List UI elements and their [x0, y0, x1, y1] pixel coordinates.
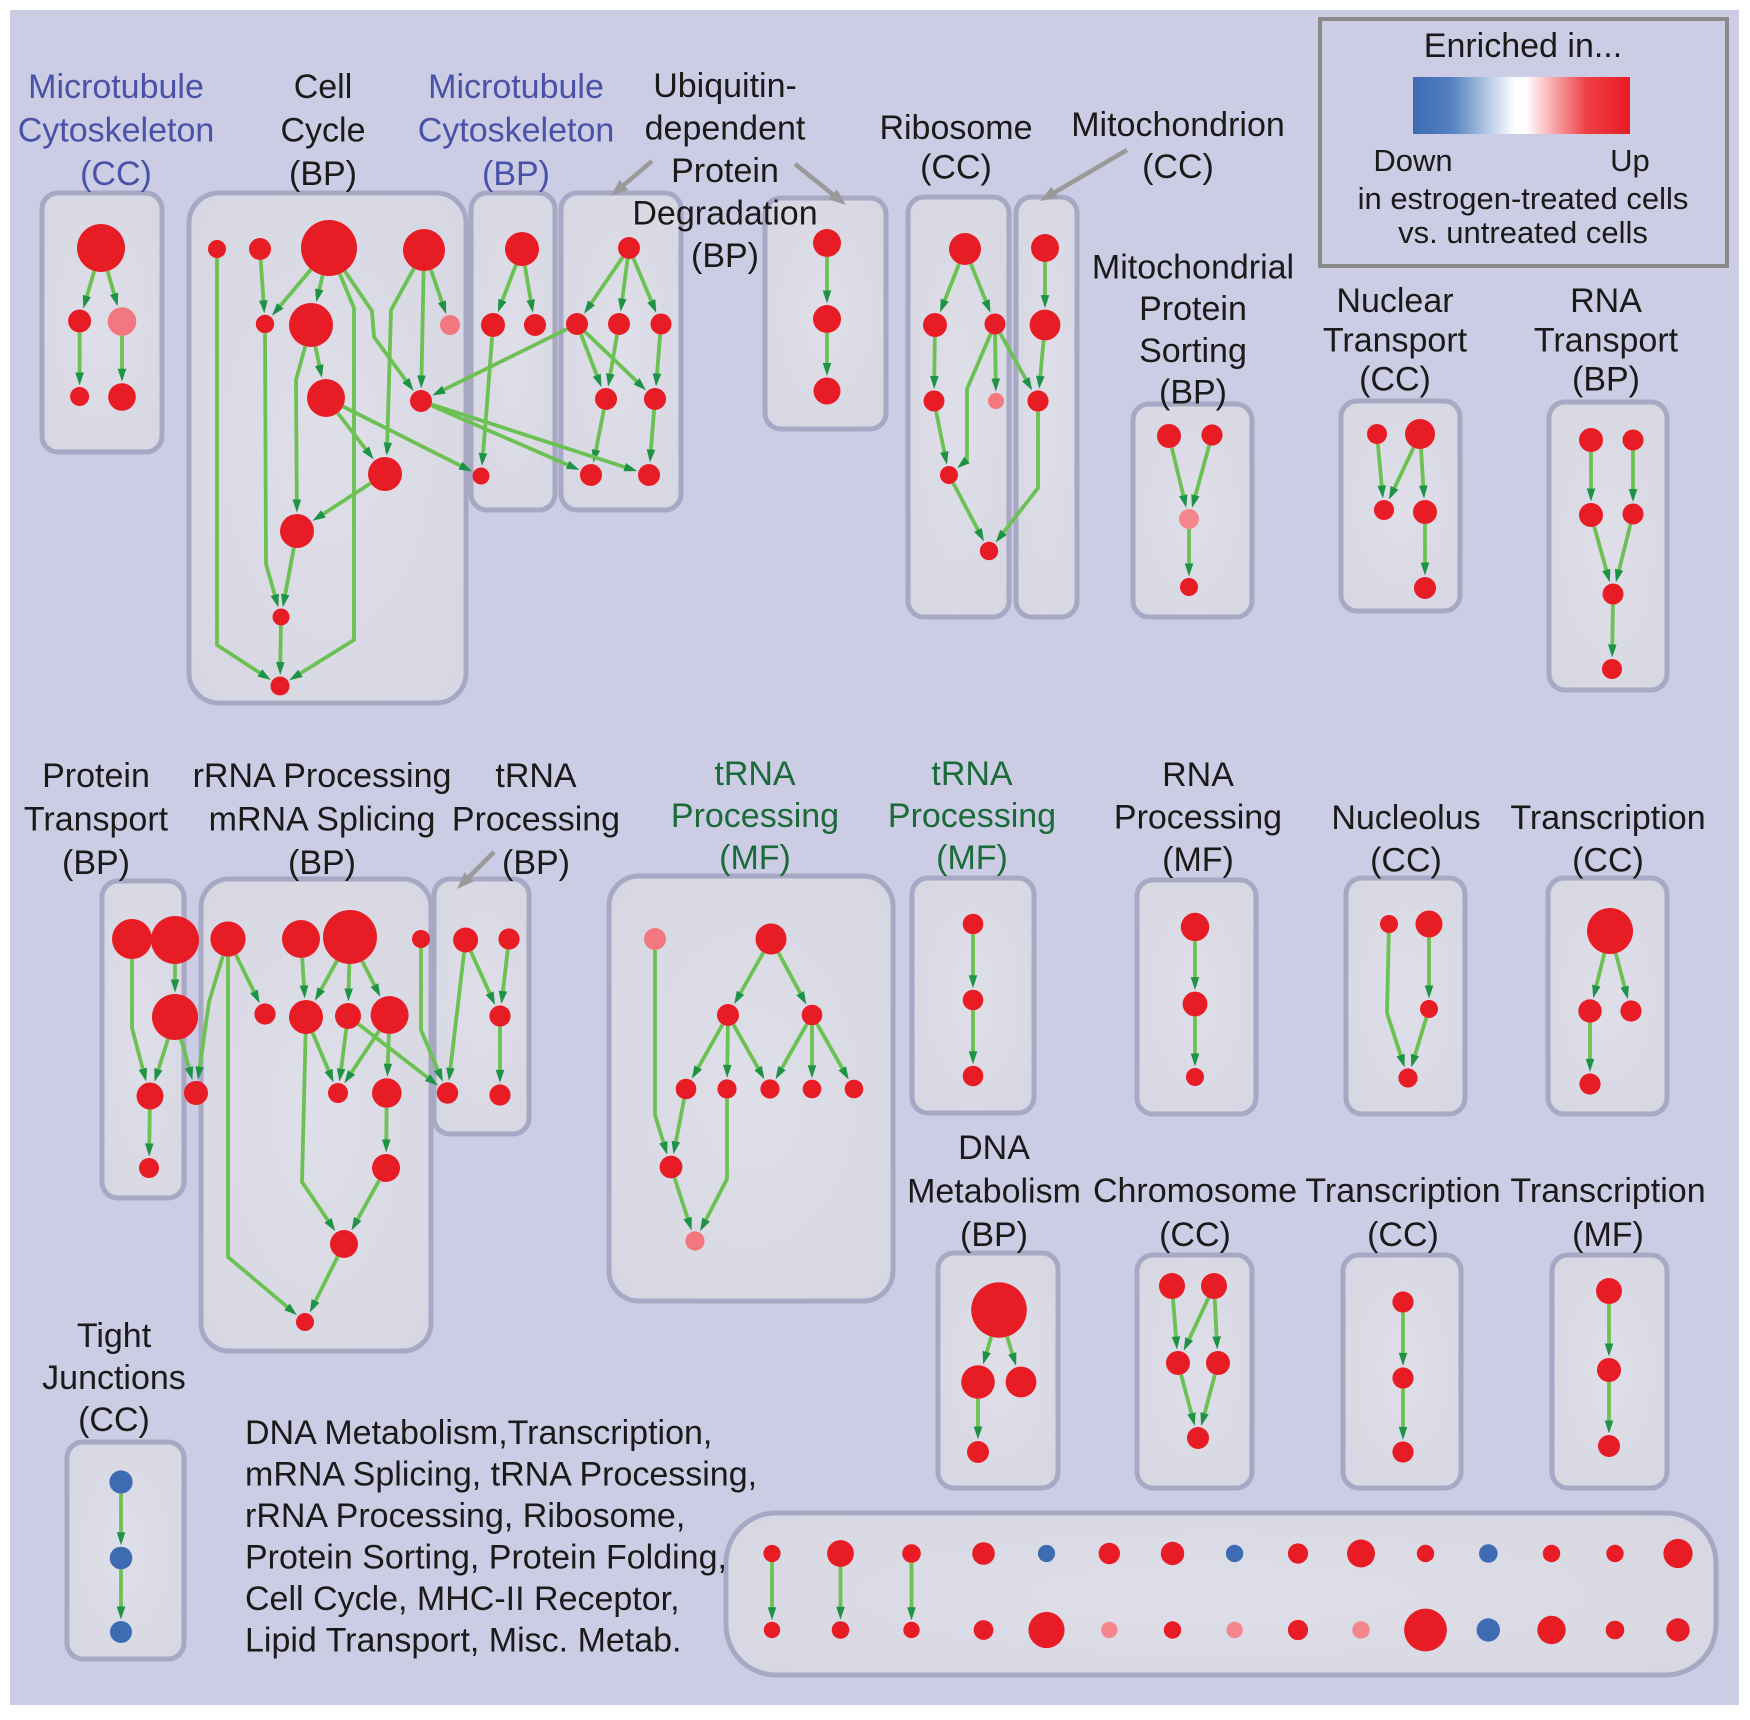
svg-text:Microtubule: Microtubule — [428, 68, 604, 106]
svg-text:(BP): (BP) — [1572, 361, 1640, 399]
svg-text:Cell: Cell — [294, 68, 353, 106]
svg-text:DNA Metabolism,Transcription,: DNA Metabolism,Transcription, — [245, 1414, 712, 1452]
svg-text:(CC): (CC) — [1367, 1216, 1439, 1254]
svg-text:(BP): (BP) — [691, 237, 759, 275]
svg-text:Processing: Processing — [1114, 799, 1282, 837]
svg-text:tRNA: tRNA — [495, 757, 577, 795]
svg-text:tRNA: tRNA — [714, 755, 796, 793]
svg-text:Metabolism: Metabolism — [907, 1173, 1081, 1211]
svg-text:Cell Cycle, MHC-II Receptor,: Cell Cycle, MHC-II Receptor, — [245, 1580, 680, 1618]
svg-text:(CC): (CC) — [80, 155, 152, 193]
svg-text:Degradation: Degradation — [632, 195, 817, 233]
svg-text:Ubiquitin-: Ubiquitin- — [653, 67, 797, 105]
svg-text:mRNA Splicing: mRNA Splicing — [209, 801, 436, 839]
svg-text:(BP): (BP) — [62, 844, 130, 882]
svg-text:Chromosome: Chromosome — [1093, 1172, 1297, 1210]
svg-text:dependent: dependent — [645, 110, 806, 148]
svg-text:(CC): (CC) — [1359, 361, 1431, 399]
svg-text:(CC): (CC) — [78, 1401, 150, 1439]
svg-text:Processing: Processing — [671, 797, 839, 835]
svg-text:(BP): (BP) — [502, 844, 570, 882]
svg-text:(MF): (MF) — [936, 839, 1008, 877]
svg-text:(CC): (CC) — [1370, 842, 1442, 880]
svg-text:Cycle: Cycle — [280, 112, 365, 150]
svg-text:(CC): (CC) — [1142, 148, 1214, 186]
svg-text:(MF): (MF) — [1572, 1216, 1644, 1254]
svg-text:(MF): (MF) — [719, 839, 791, 877]
svg-text:Nuclear: Nuclear — [1336, 282, 1453, 320]
svg-text:Junctions: Junctions — [42, 1359, 186, 1397]
svg-text:Mitochondrion: Mitochondrion — [1071, 106, 1285, 144]
svg-text:Tight: Tight — [77, 1317, 152, 1355]
svg-text:Enriched in...: Enriched in... — [1424, 27, 1622, 65]
svg-text:in estrogen-treated cells: in estrogen-treated cells — [1358, 181, 1689, 216]
svg-text:Protein: Protein — [42, 757, 150, 795]
svg-text:(BP): (BP) — [288, 844, 356, 882]
svg-text:Nucleolus: Nucleolus — [1331, 799, 1480, 837]
svg-text:Cytoskeleton: Cytoskeleton — [18, 112, 215, 150]
svg-text:(BP): (BP) — [482, 155, 550, 193]
svg-text:Transcription: Transcription — [1510, 1172, 1705, 1210]
svg-text:Microtubule: Microtubule — [28, 68, 204, 106]
svg-text:(CC): (CC) — [920, 149, 992, 187]
svg-text:mRNA Splicing, tRNA Processing: mRNA Splicing, tRNA Processing, — [245, 1456, 757, 1494]
svg-text:Up: Up — [1610, 143, 1650, 178]
svg-text:RNA: RNA — [1162, 756, 1234, 794]
svg-text:(CC): (CC) — [1159, 1216, 1231, 1254]
svg-text:Mitochondrial: Mitochondrial — [1092, 249, 1294, 287]
svg-text:Protein Sorting, Protein Foldi: Protein Sorting, Protein Folding, — [245, 1539, 727, 1577]
svg-text:Protein: Protein — [671, 152, 779, 190]
svg-text:Processing: Processing — [888, 797, 1056, 835]
svg-text:Transport: Transport — [24, 801, 169, 839]
svg-text:rRNA Processing: rRNA Processing — [193, 757, 452, 795]
svg-text:Ribosome: Ribosome — [879, 109, 1032, 147]
svg-text:Transport: Transport — [1323, 321, 1468, 359]
svg-text:Lipid Transport, Misc. Metab.: Lipid Transport, Misc. Metab. — [245, 1622, 682, 1660]
svg-text:tRNA: tRNA — [931, 755, 1013, 793]
svg-text:Sorting: Sorting — [1139, 332, 1247, 370]
svg-text:Down: Down — [1373, 143, 1452, 178]
svg-text:RNA: RNA — [1570, 282, 1642, 320]
svg-text:(MF): (MF) — [1162, 841, 1234, 879]
svg-text:(CC): (CC) — [1572, 842, 1644, 880]
svg-text:Processing: Processing — [452, 801, 620, 839]
svg-text:Transport: Transport — [1534, 321, 1679, 359]
svg-text:(BP): (BP) — [1159, 374, 1227, 412]
svg-text:(BP): (BP) — [960, 1216, 1028, 1254]
svg-text:Cytoskeleton: Cytoskeleton — [418, 112, 615, 150]
svg-text:DNA: DNA — [958, 1129, 1030, 1167]
svg-text:Protein: Protein — [1139, 290, 1247, 328]
svg-text:Transcription: Transcription — [1305, 1172, 1500, 1210]
svg-text:rRNA Processing, Ribosome,: rRNA Processing, Ribosome, — [245, 1497, 685, 1535]
svg-text:(BP): (BP) — [289, 155, 357, 193]
svg-text:Transcription: Transcription — [1510, 799, 1705, 837]
svg-text:vs. untreated cells: vs. untreated cells — [1398, 215, 1648, 250]
